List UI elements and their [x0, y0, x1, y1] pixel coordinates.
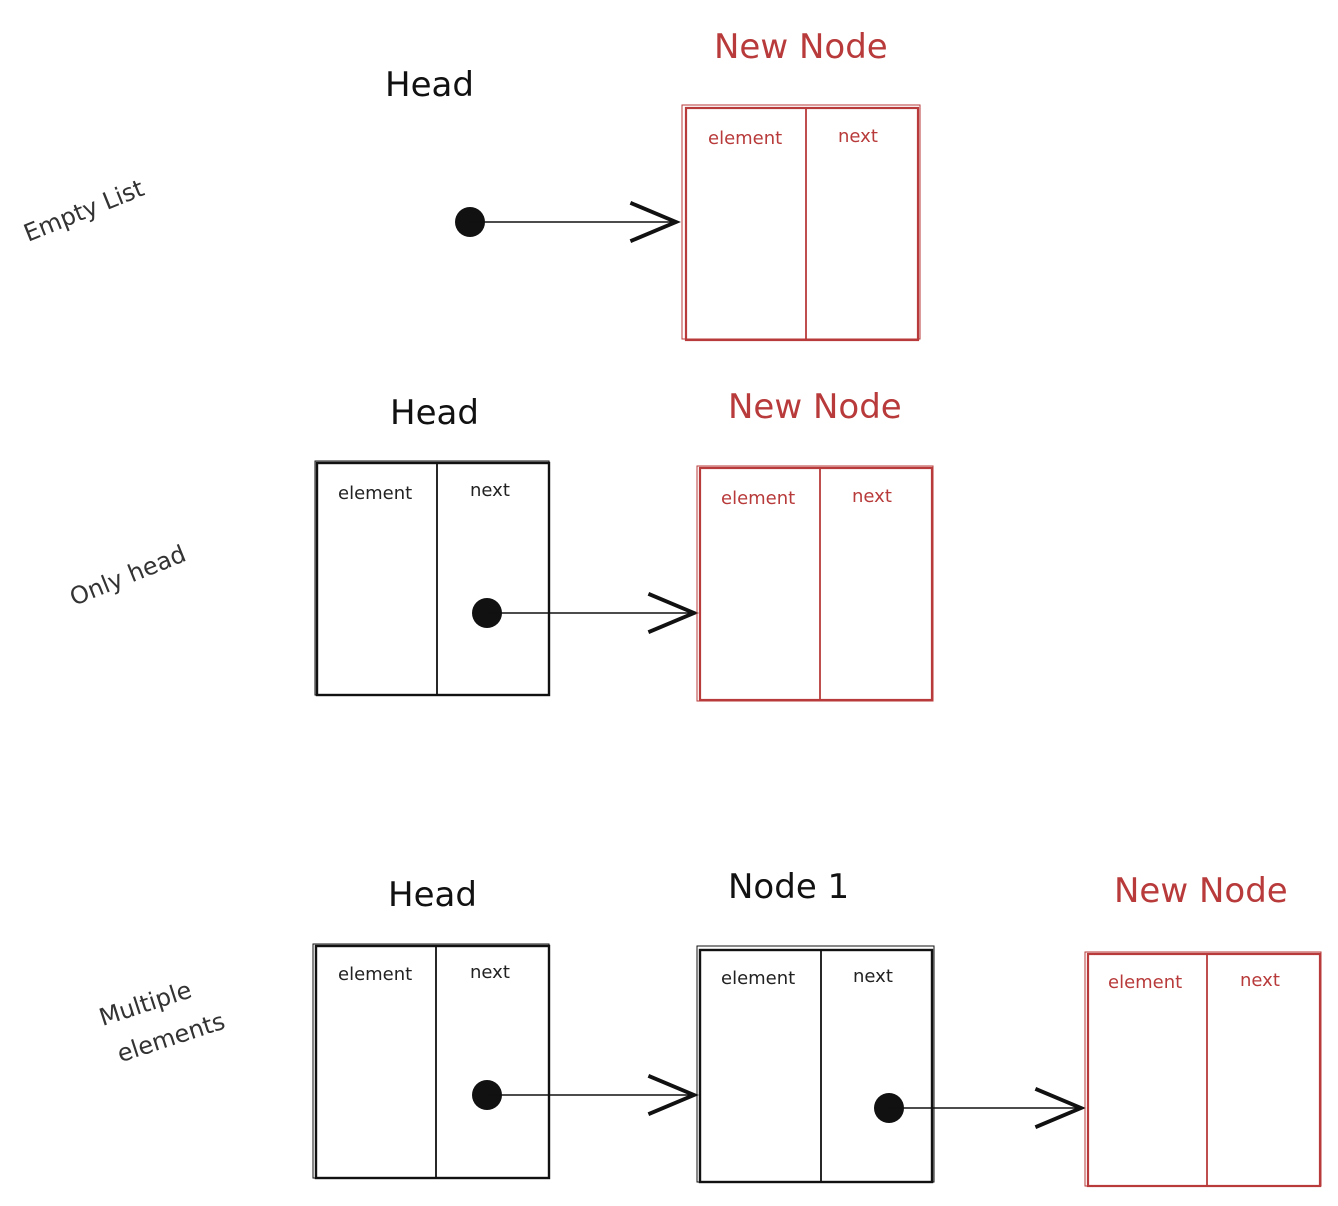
node1-box: element next [696, 945, 935, 1184]
new-node-box: element next [696, 465, 934, 702]
scenario-only-head: Only head Head element next New Node ele… [66, 387, 934, 702]
new-node-box: element next [1084, 951, 1322, 1188]
head-label: Head [388, 875, 477, 915]
new-node-label: New Node [714, 27, 888, 67]
element-field-label: element [338, 483, 412, 504]
new-node-box: element next [681, 104, 921, 342]
element-field-label: element [1108, 972, 1182, 993]
element-field-label: element [721, 968, 795, 989]
next-field-label: next [470, 962, 510, 983]
next-field-label: next [1240, 970, 1280, 991]
scenario-empty-list: Empty List Head New Node element next [20, 27, 921, 342]
head-node-box: element next [314, 460, 551, 697]
head-label: Head [385, 65, 474, 105]
next-field-label: next [853, 966, 893, 987]
head-node-box: element next [312, 943, 551, 1180]
head-label: Head [390, 393, 479, 433]
scenario-label-empty-list: Empty List [20, 174, 148, 248]
next-field-label: next [852, 486, 892, 507]
new-node-label: New Node [728, 387, 902, 427]
element-field-label: element [721, 488, 795, 509]
next-field-label: next [470, 480, 510, 501]
element-field-label: element [338, 964, 412, 985]
node1-label: Node 1 [728, 867, 849, 907]
scenario-label-only-head: Only head [66, 540, 190, 612]
new-node-label: New Node [1114, 871, 1288, 911]
element-field-label: element [708, 128, 782, 149]
scenario-multiple-elements: Multiple elements Head element next Node… [96, 867, 1322, 1188]
next-field-label: next [838, 126, 878, 147]
